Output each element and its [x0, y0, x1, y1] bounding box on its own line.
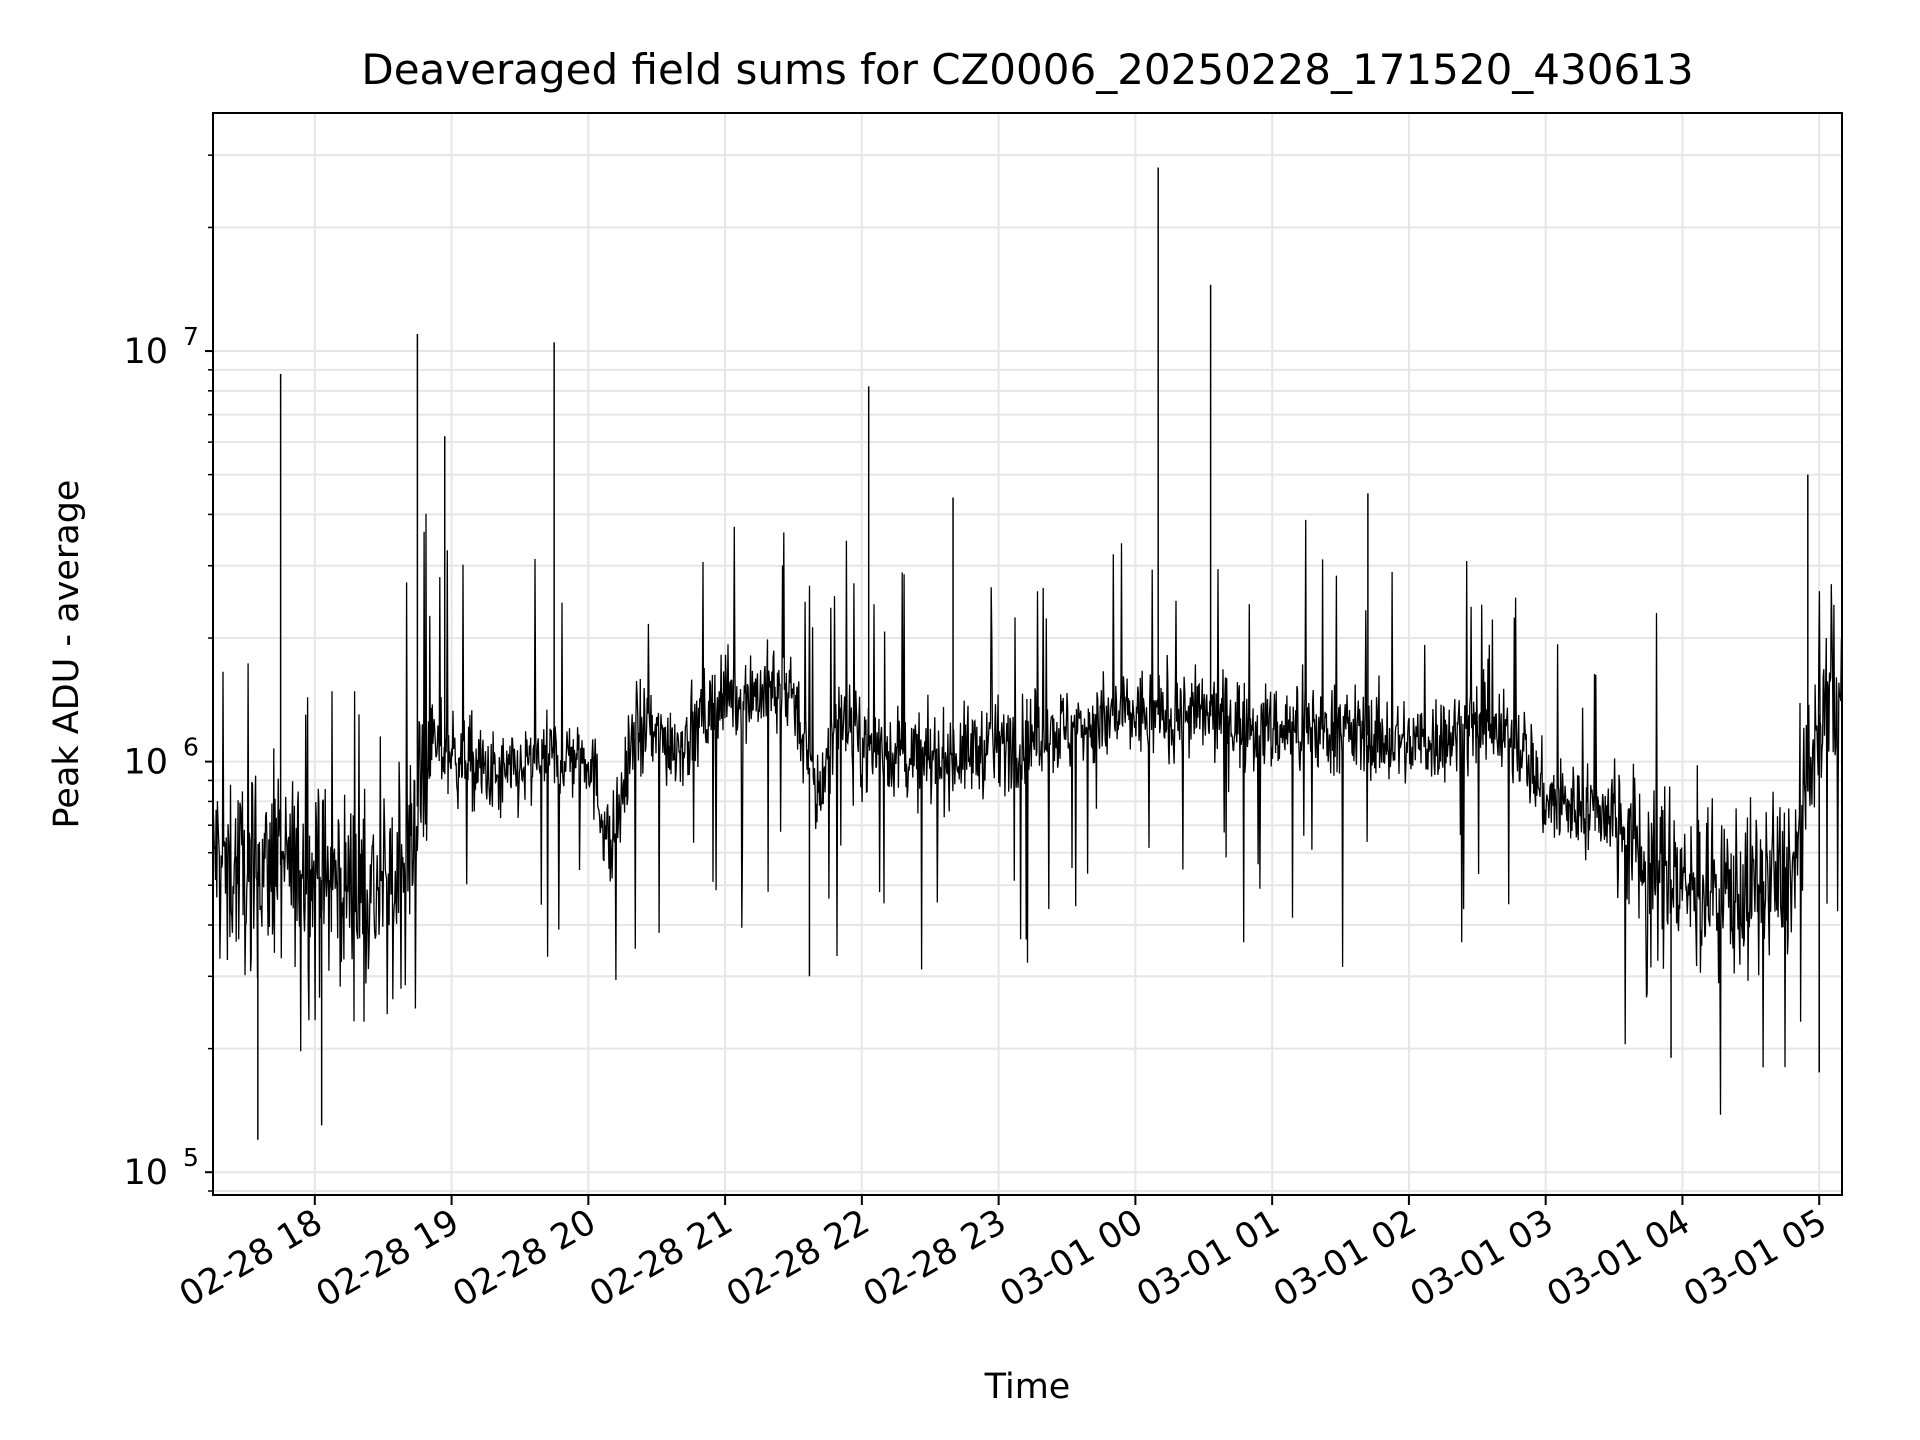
series-line [212, 513, 1843, 1115]
plot-frame [212, 112, 1843, 1196]
x-axis-label: Time [984, 1367, 1071, 1407]
y-axis-label: Peak ADU - average [47, 480, 87, 829]
y-tick-exponent: 6 [183, 733, 199, 762]
y-tick-base: 10 [123, 1153, 168, 1193]
y-tick-exponent: 5 [183, 1143, 199, 1172]
y-tick-label: 10 [123, 743, 168, 783]
y-tick-label: 10 [123, 332, 168, 372]
chart-title: Deaveraged field sums for CZ0006_2025022… [361, 45, 1693, 94]
y-tick-exponent: 7 [183, 322, 199, 351]
y-tick-base: 10 [123, 332, 168, 372]
y-tick-base: 10 [123, 743, 168, 783]
y-tick-label: 10 [123, 1153, 168, 1193]
data-series [212, 167, 1843, 1140]
